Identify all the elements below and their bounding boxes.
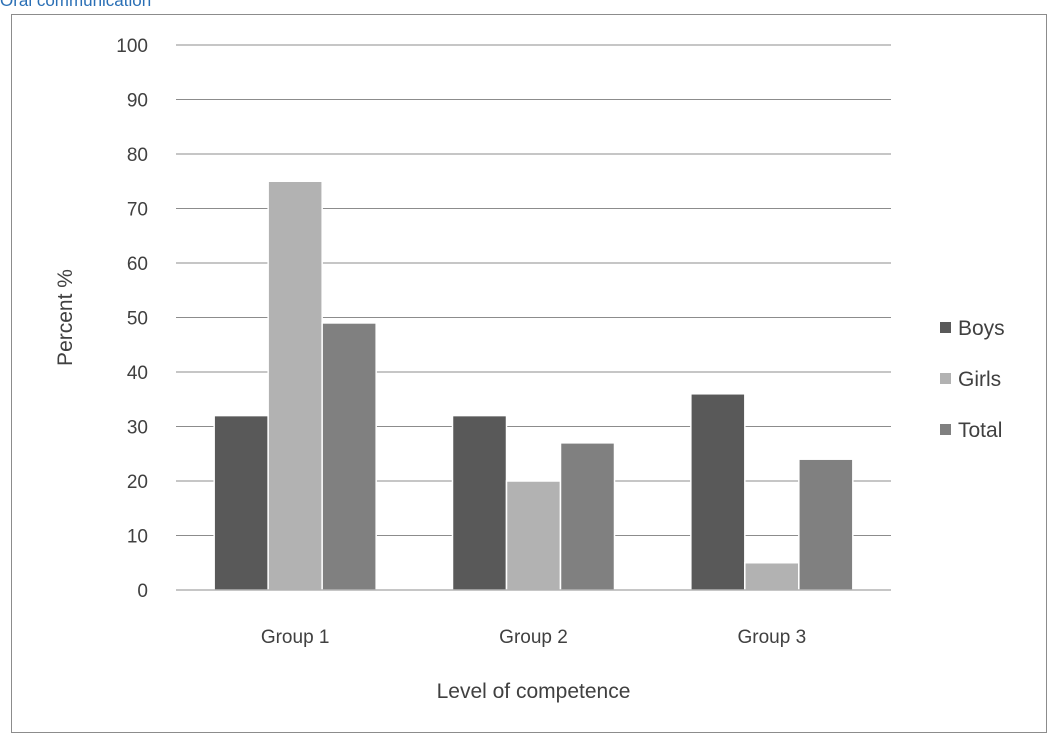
bar-total-group-1 xyxy=(321,322,377,591)
y-tick-label-10: 10 xyxy=(127,527,148,548)
y-axis-title: Percent % xyxy=(54,269,77,366)
bar-boys-group-1 xyxy=(213,414,269,591)
bar-girls-group-2 xyxy=(505,480,562,591)
y-tick-label-70: 70 xyxy=(127,200,148,221)
legend-label-girls: Girls xyxy=(958,368,1001,391)
x-axis-title: Level of competence xyxy=(437,680,631,703)
legend-swatch-total xyxy=(940,424,951,435)
bar-total-group-3 xyxy=(798,458,854,591)
legend-label-total: Total xyxy=(958,419,1002,442)
y-tick-label-90: 90 xyxy=(127,91,148,112)
x-tick-labels: Group 1 Group 2 Group 3 xyxy=(261,627,806,648)
y-tick-label-30: 30 xyxy=(127,418,148,439)
bar-boys-group-2 xyxy=(451,414,508,591)
bars xyxy=(213,180,854,591)
bar-total-group-2 xyxy=(559,442,616,591)
y-tick-label-100: 100 xyxy=(116,36,148,57)
x-tick-label-3: Group 3 xyxy=(738,627,807,648)
x-tick-label-2: Group 2 xyxy=(499,627,568,648)
x-tick-label-1: Group 1 xyxy=(261,627,330,648)
bar-girls-group-1 xyxy=(267,180,323,591)
y-tick-label-80: 80 xyxy=(127,145,148,166)
legend: Boys Girls Total xyxy=(940,317,1005,442)
chart-caption: Oral communication xyxy=(0,0,152,10)
bar-girls-group-3 xyxy=(744,562,800,591)
legend-label-boys: Boys xyxy=(958,317,1005,340)
y-tick-label-50: 50 xyxy=(127,309,148,330)
y-tick-label-40: 40 xyxy=(127,363,148,384)
y-tick-label-20: 20 xyxy=(127,472,148,493)
legend-swatch-girls xyxy=(940,373,951,384)
legend-swatch-boys xyxy=(940,322,951,333)
y-tick-labels: 0 10 20 30 40 50 60 70 80 90 100 xyxy=(116,36,148,602)
chart-frame xyxy=(11,14,1047,733)
y-tick-label-0: 0 xyxy=(137,581,148,602)
y-tick-label-60: 60 xyxy=(127,254,148,275)
bar-boys-group-3 xyxy=(690,393,746,591)
